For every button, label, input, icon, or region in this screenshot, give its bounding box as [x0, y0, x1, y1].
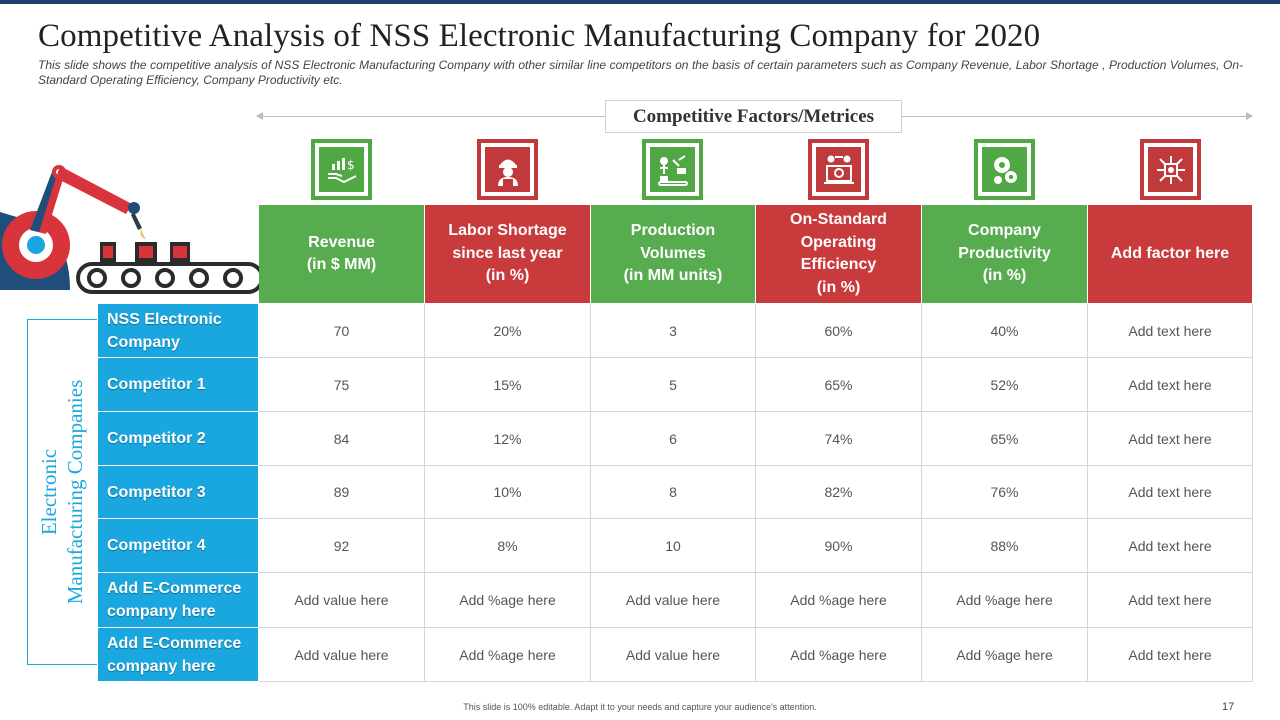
table-cell: 74%: [756, 412, 922, 466]
table-cell: Add %age here: [425, 628, 591, 682]
table-cell: 8: [591, 466, 756, 519]
table-cell: Add %age here: [922, 628, 1088, 682]
table-cell: 8%: [425, 519, 591, 573]
table-cell: Add value here: [259, 628, 425, 682]
table-cell: Add %age here: [425, 573, 591, 628]
row-label-competitor-3: Competitor 3: [98, 466, 258, 519]
table-cell: 70: [259, 304, 425, 358]
table-cell: 84: [259, 412, 425, 466]
table-cell: 3: [591, 304, 756, 358]
production-line-icon: [642, 139, 703, 200]
page-subtitle: This slide shows the competitive analysi…: [38, 58, 1243, 87]
table-cell: Add value here: [259, 573, 425, 628]
circuit-chip-icon: [1140, 139, 1201, 200]
table-cell: 40%: [922, 304, 1088, 358]
table-cell: Add value here: [591, 573, 756, 628]
table-cell: 90%: [756, 519, 922, 573]
table-cell: Add %age here: [756, 628, 922, 682]
column-header-add-factor: Add factor here: [1088, 205, 1252, 303]
table-cell: Add %age here: [756, 573, 922, 628]
table-cell: 92: [259, 519, 425, 573]
robot-arm-icon: [0, 165, 146, 290]
table-cell: Add text here: [1088, 519, 1253, 573]
row-label-ecommerce-2: Add E-Commerce company here: [98, 628, 258, 682]
table-cell: 52%: [922, 358, 1088, 412]
table-cell: Add text here: [1088, 628, 1253, 682]
robot-arm-illustration: [0, 165, 262, 294]
table-cell: 20%: [425, 304, 591, 358]
table-cell: 89: [259, 466, 425, 519]
table-cell: Add text here: [1088, 412, 1253, 466]
top-accent-bar: [0, 0, 1280, 4]
row-label-competitor-2: Competitor 2: [98, 412, 258, 466]
table-cell: Add text here: [1088, 573, 1253, 628]
row-label-ecommerce-1: Add E-Commerce company here: [98, 573, 258, 628]
table-cell: Add text here: [1088, 466, 1253, 519]
table-cell: 60%: [756, 304, 922, 358]
page-title: Competitive Analysis of NSS Electronic M…: [38, 18, 1041, 54]
column-header-company-productivity: Company Productivity (in %): [922, 205, 1087, 303]
svg-text:$: $: [347, 158, 355, 172]
laptop-gears-icon: [808, 139, 869, 200]
footer-note: This slide is 100% editable. Adapt it to…: [463, 702, 817, 712]
table-cell: 82%: [756, 466, 922, 519]
table-cell: 88%: [922, 519, 1088, 573]
conveyor-belt-icon: [76, 242, 262, 294]
factors-label: Competitive Factors/Metrices: [605, 100, 902, 133]
column-header-operating-efficiency: On-Standard Operating Efficiency (in %): [756, 205, 921, 303]
table-cell: 65%: [756, 358, 922, 412]
table-cell: 65%: [922, 412, 1088, 466]
table-cell: Add text here: [1088, 358, 1253, 412]
column-header-labor-shortage: Labor Shortage since last year (in %): [425, 205, 590, 303]
table-cell: 76%: [922, 466, 1088, 519]
table-cell: 5: [591, 358, 756, 412]
table-cell: 12%: [425, 412, 591, 466]
table-cell: Add %age here: [922, 573, 1088, 628]
table-cell: 15%: [425, 358, 591, 412]
arrow-right-icon: [1246, 112, 1253, 120]
row-group-label: Electronic Manufacturing Companies: [36, 377, 88, 607]
table-cell: 10%: [425, 466, 591, 519]
row-label-competitor-1: Competitor 1: [98, 358, 258, 412]
column-header-production-volumes: Production Volumes (in MM units): [591, 205, 755, 303]
row-label-nss-electronic: NSS Electronic Company: [98, 304, 258, 358]
arrow-left-icon: [256, 112, 263, 120]
worker-icon: [477, 139, 538, 200]
column-header-revenue: Revenue (in $ MM): [259, 205, 424, 303]
row-group-bracket: [27, 319, 97, 665]
table-cell: 75: [259, 358, 425, 412]
gears-head-icon: [974, 139, 1035, 200]
row-label-competitor-4: Competitor 4: [98, 519, 258, 573]
table-cell: 10: [591, 519, 756, 573]
table-cell: Add value here: [591, 628, 756, 682]
table-cell: Add text here: [1088, 304, 1253, 358]
money-hand-icon: $: [311, 139, 372, 200]
table-cell: 6: [591, 412, 756, 466]
page-number: 17: [1222, 701, 1235, 713]
